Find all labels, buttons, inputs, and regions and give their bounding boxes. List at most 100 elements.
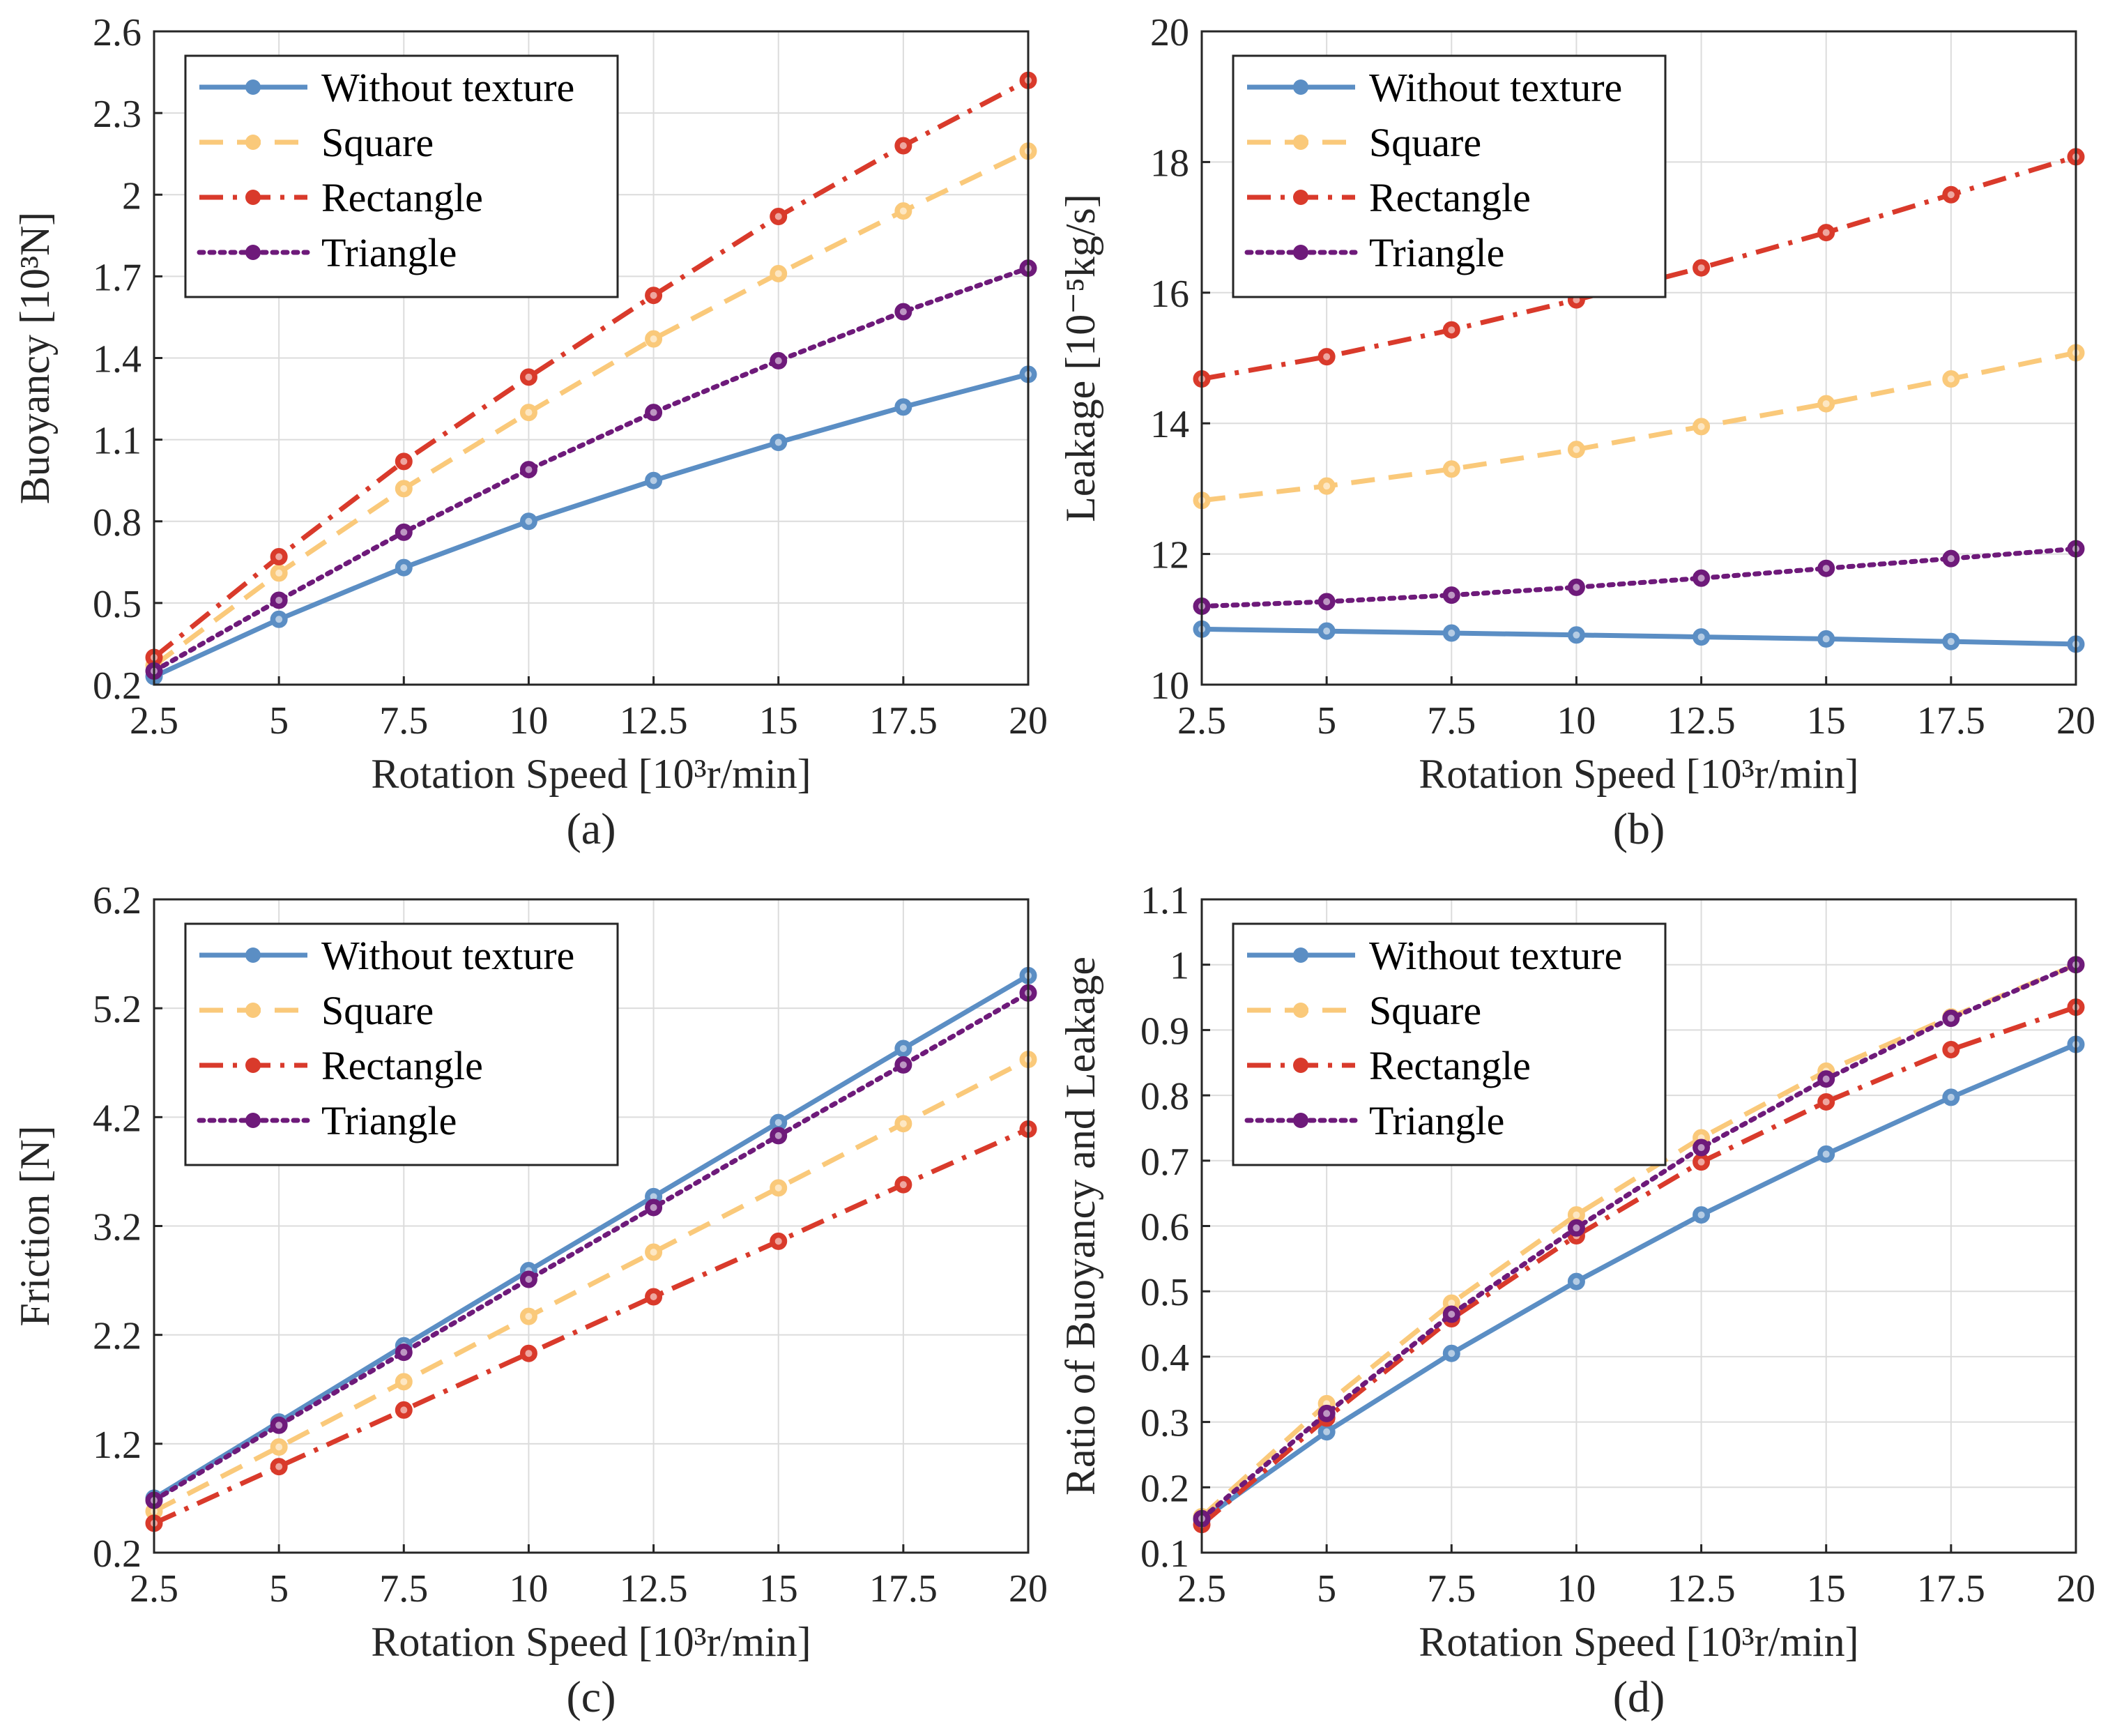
x-tick-label: 10 [509,1567,548,1611]
data-point-highlight [774,1132,782,1139]
data-point-highlight [1947,638,1955,646]
legend-entry: Triangle [321,230,457,275]
data-point-highlight [275,616,283,623]
legend-marker [1293,1113,1308,1128]
data-point-highlight [1448,591,1456,599]
data-point-highlight [1822,1098,1830,1106]
series-line [152,78,1030,660]
legend-marker [245,79,261,95]
x-tick-label: 7.5 [379,699,428,743]
x-tick-label: 12.5 [620,1567,688,1611]
x-tick-label: 12.5 [1667,699,1736,743]
data-point-highlight [1573,584,1580,591]
x-axis-label: Rotation Speed [10³r/min] [371,1619,811,1665]
legend-marker [245,947,261,963]
x-tick-label: 5 [269,699,289,743]
x-tick-label: 2.5 [130,699,178,743]
panel-caption: (c) [566,1672,616,1721]
data-point-highlight [1448,1350,1456,1357]
data-point-highlight [1323,1410,1331,1417]
x-tick-label: 20 [1009,1567,1048,1611]
data-point-highlight [1448,629,1456,637]
series-line [151,990,1031,1503]
data-point-highlight [899,142,907,149]
data-point-highlight [275,569,283,577]
legend-entry: Triangle [1369,1098,1504,1143]
panel-caption: (b) [1613,804,1665,853]
data-point-highlight [525,1350,533,1357]
y-tick-label: 2.6 [93,11,142,54]
y-tick-label: 4.2 [93,1097,142,1140]
panel-caption: (d) [1613,1672,1665,1721]
series-line [1201,350,2077,503]
data-point-highlight [650,1293,657,1301]
data-point-highlight [650,1203,657,1211]
legend: Without texture Square Rectangle Triangle [1232,922,1667,1166]
x-tick-label: 17.5 [1917,1567,1985,1611]
x-tick-label: 15 [759,1567,798,1611]
x-tick-label: 5 [1317,699,1336,743]
series-line [153,372,1029,679]
y-tick-label: 6.2 [93,879,142,922]
data-point-highlight [1697,1211,1705,1219]
x-tick-label: 10 [509,699,548,743]
y-tick-label: 20 [1150,11,1189,54]
y-tick-label: 0.1 [1140,1532,1189,1576]
data-point-highlight [1323,598,1331,606]
legend-entry: Triangle [1369,230,1504,275]
data-point-highlight [1947,375,1955,383]
x-tick-label: 7.5 [1427,1567,1476,1611]
legend-entry: Square [321,120,434,165]
data-point-highlight [774,1184,782,1191]
data-point-highlight [1822,635,1830,643]
data-point-highlight [1822,229,1830,236]
data-point-highlight [1573,1211,1580,1219]
y-tick-label: 0.2 [1140,1467,1189,1510]
y-tick-label: 16 [1150,273,1189,316]
data-point-highlight [1947,191,1955,199]
data-point-highlight [400,457,408,465]
data-point-highlight [1573,631,1580,639]
data-point-highlight [650,291,657,299]
data-point-highlight [1448,1300,1456,1307]
y-tick-label: 1.7 [93,256,142,299]
series-without-texture [145,365,1037,685]
legend-marker [1293,947,1308,963]
data-point-highlight [1947,1014,1955,1022]
x-axis-label: Rotation Speed [10³r/min] [371,751,811,797]
data-point-highlight [400,1406,408,1414]
series-line [1200,1042,2077,1523]
y-tick-label: 0.6 [1140,1206,1189,1249]
data-point-highlight [275,1463,283,1470]
y-tick-label: 2.3 [93,93,142,136]
data-point-highlight [774,213,782,220]
data-point-highlight [899,308,907,316]
data-point-highlight [1323,1428,1331,1436]
data-point-highlight [1323,353,1331,360]
data-point-highlight [525,1313,533,1320]
data-point-highlight [400,1378,408,1385]
data-point-highlight [774,1119,782,1127]
data-point-highlight [525,466,533,473]
x-axis-label: Rotation Speed [10³r/min] [1419,1619,1858,1665]
data-point-highlight [899,1181,907,1189]
series-line [1199,962,2079,1521]
x-tick-label: 5 [1317,1567,1336,1611]
y-tick-label: 3.2 [93,1206,142,1249]
x-tick-label: 17.5 [869,1567,938,1611]
data-point-highlight [400,485,408,492]
data-point-highlight [400,1348,408,1356]
legend-marker [245,245,261,260]
x-tick-label: 12.5 [1667,1567,1736,1611]
data-point-highlight [650,335,657,343]
data-point-highlight [1448,465,1456,473]
legend-entry: Rectangle [321,1043,483,1088]
x-tick-label: 12.5 [620,699,688,743]
data-point-highlight [1697,574,1705,582]
legend-entry: Rectangle [321,175,483,220]
data-point-highlight [400,564,408,572]
data-point-highlight [1573,446,1580,453]
legend-entry: Without texture [1369,933,1622,978]
y-tick-label: 0.9 [1140,1010,1189,1053]
data-point-highlight [275,1422,283,1429]
